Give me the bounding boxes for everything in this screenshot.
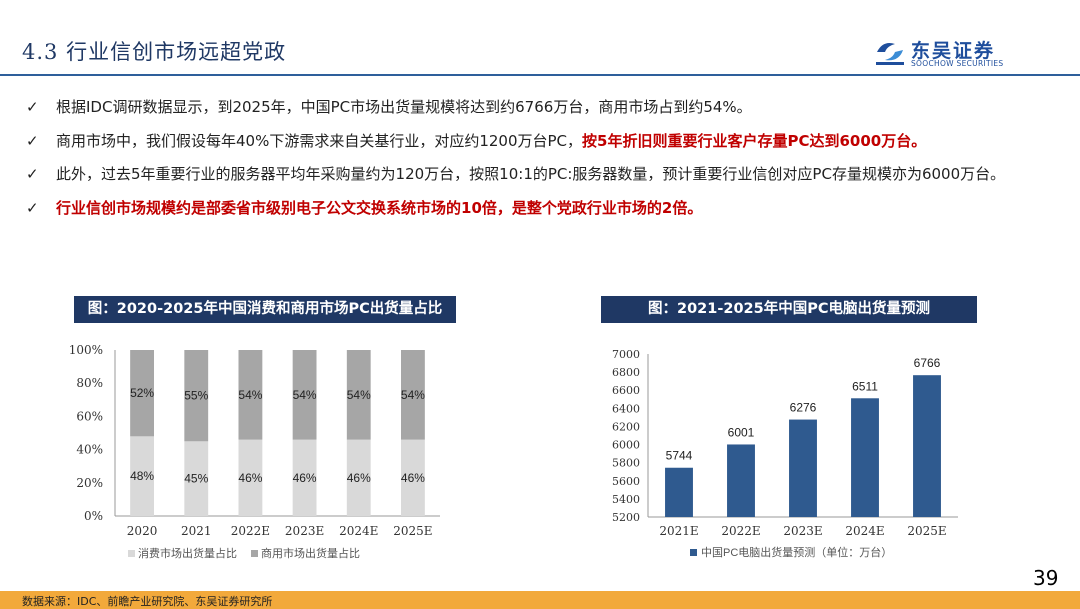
chart2-title-banner: 图：2021-2025年中国PC电脑出货量预测 [601,296,977,324]
x-tick-label: 2021E [659,524,698,538]
data-label: 54% [238,388,262,402]
bullet-item: ✓ 根据IDC调研数据显示，到2025年，中国PC市场出货量规模将达到约6766万… [22,92,1042,123]
x-tick-label: 2025E [393,524,432,538]
data-label: 46% [293,471,317,485]
data-label: 52% [130,386,154,400]
logo-icon [876,43,904,65]
bullet-text: 商用市场中，我们假设每年40%下游需求来自关基行业，对应约1200万台PC， [56,131,583,150]
y-tick-label: 40% [76,443,103,457]
bar-segment [238,350,263,440]
legend-swatch [251,550,258,557]
x-tick-label: 2024E [339,524,378,538]
bar-segment [292,439,317,516]
y-tick-label: 80% [76,376,103,390]
y-tick-label: 60% [76,409,103,423]
bar-segment [292,350,317,440]
data-label: 46% [238,471,262,485]
chart1-title: 图：2020-2025年中国消费和商用市场PC出货量占比 [87,296,443,324]
bar-segment [184,441,209,516]
bar-segment [346,439,371,516]
data-label: 45% [184,472,208,486]
y-tick-label: 5800 [612,457,640,470]
y-tick-label: 6600 [612,384,640,397]
legend-label: 商用市场出货量占比 [261,546,360,560]
y-tick-label: 20% [76,476,103,490]
bullet-text: 行业信创市场规模约是部委省市级别电子公文交换系统市场的10倍，是整个党政行业市场… [56,198,703,217]
y-tick-label: 5200 [612,511,640,524]
company-logo: 东吴证券 SOOCHOW SECURITIES [873,38,1043,68]
bullet-item: ✓ 商用市场中，我们假设每年40%下游需求来自关基行业，对应约1200万台PC，按… [22,126,1042,157]
check-icon: ✓ [26,165,39,183]
bar-segment [130,436,154,516]
y-tick-label: 6800 [612,366,640,379]
bullet-text: 根据IDC调研数据显示，到2025年，中国PC市场出货量规模将达到约6766万台… [56,98,752,116]
y-tick-label: 5400 [612,493,640,506]
bullet-item: ✓ 行业信创市场规模约是部委省市级别电子公文交换系统市场的10倍，是整个党政行业市… [22,193,1042,224]
logo-text: 东吴证券 [911,40,996,62]
page-title: 4.3 行业信创市场远超党政 [22,40,287,64]
x-tick-label: 2021 [181,524,212,538]
bullet-list: ✓ 根据IDC调研数据显示，到2025年，中国PC市场出货量规模将达到约6766万… [22,92,1042,226]
x-tick-label: 2020 [127,524,158,538]
data-source: 数据来源：IDC、前瞻产业研究院、东吴证券研究所 [22,595,273,608]
bar [665,467,693,517]
bar [727,444,755,517]
chart1-title-banner: 图：2020-2025年中国消费和商用市场PC出货量占比 [74,296,456,324]
y-tick-label: 6200 [612,420,640,433]
bullet-text: 此外，过去5年重要行业的服务器平均年采购量约为120万台，按照10:1的PC:服… [56,165,1006,183]
bar-segment [346,350,371,440]
check-icon: ✓ [26,98,39,116]
legend-label: 消费市场出货量占比 [138,546,237,560]
chart2-title: 图：2021-2025年中国PC电脑出货量预测 [648,296,930,324]
x-tick-label: 2025E [907,524,946,538]
bar [851,398,879,517]
bullet-item: ✓ 此外，过去5年重要行业的服务器平均年采购量约为120万台，按照10:1的PC:… [22,159,1042,190]
check-icon: ✓ [26,131,39,150]
data-label: 5744 [666,449,693,463]
bar-segment [238,439,263,516]
data-label: 54% [401,388,425,402]
check-icon: ✓ [26,198,39,217]
data-label: 6766 [914,356,941,370]
page-number: 39 [1033,566,1059,590]
data-label: 46% [347,471,371,485]
y-tick-label: 7000 [612,348,640,361]
header-divider [0,74,1080,76]
x-tick-label: 2024E [845,524,884,538]
data-label: 6511 [852,379,878,393]
bar-segment [130,350,154,437]
x-tick-label: 2022E [721,524,760,538]
data-label: 6001 [728,425,755,439]
y-tick-label: 5600 [612,475,640,488]
data-label: 6276 [790,401,817,415]
y-tick-label: 0% [84,509,103,523]
bar [913,375,941,517]
data-label: 46% [401,471,425,485]
legend-label: 中国PC电脑出货量预测（单位：万台） [701,545,892,559]
x-tick-label: 2022E [231,524,270,538]
bullet-text: 按5年折旧则重要行业客户存量PC达到6000万台。 [582,131,927,150]
bar-segment [184,350,209,442]
bar [789,419,817,517]
y-tick-label: 6000 [612,439,640,452]
legend-swatch [128,550,135,557]
data-label: 54% [347,388,371,402]
x-tick-label: 2023E [285,524,324,538]
chart-pc-share: 0% 20% 40% 60% 80% 100% 48% 52% 2020 45% 55% 2021 46… [69,343,440,560]
y-tick-label: 100% [69,343,103,357]
logo-subtext: SOOCHOW SECURITIES [911,59,1004,68]
y-tick-label: 6400 [612,402,640,415]
bar-segment [401,350,425,440]
footer-bar: 数据来源：IDC、前瞻产业研究院、东吴证券研究所 [0,591,1080,609]
data-label: 55% [184,389,208,403]
bar-segment [401,439,425,516]
data-label: 48% [130,469,154,483]
chart-pc-shipments: 5200 5400 5600 5800 6000 6200 6400 6600 6800 7000… [612,348,958,559]
legend-swatch [690,549,697,556]
data-label: 54% [293,388,317,402]
x-tick-label: 2023E [783,524,822,538]
